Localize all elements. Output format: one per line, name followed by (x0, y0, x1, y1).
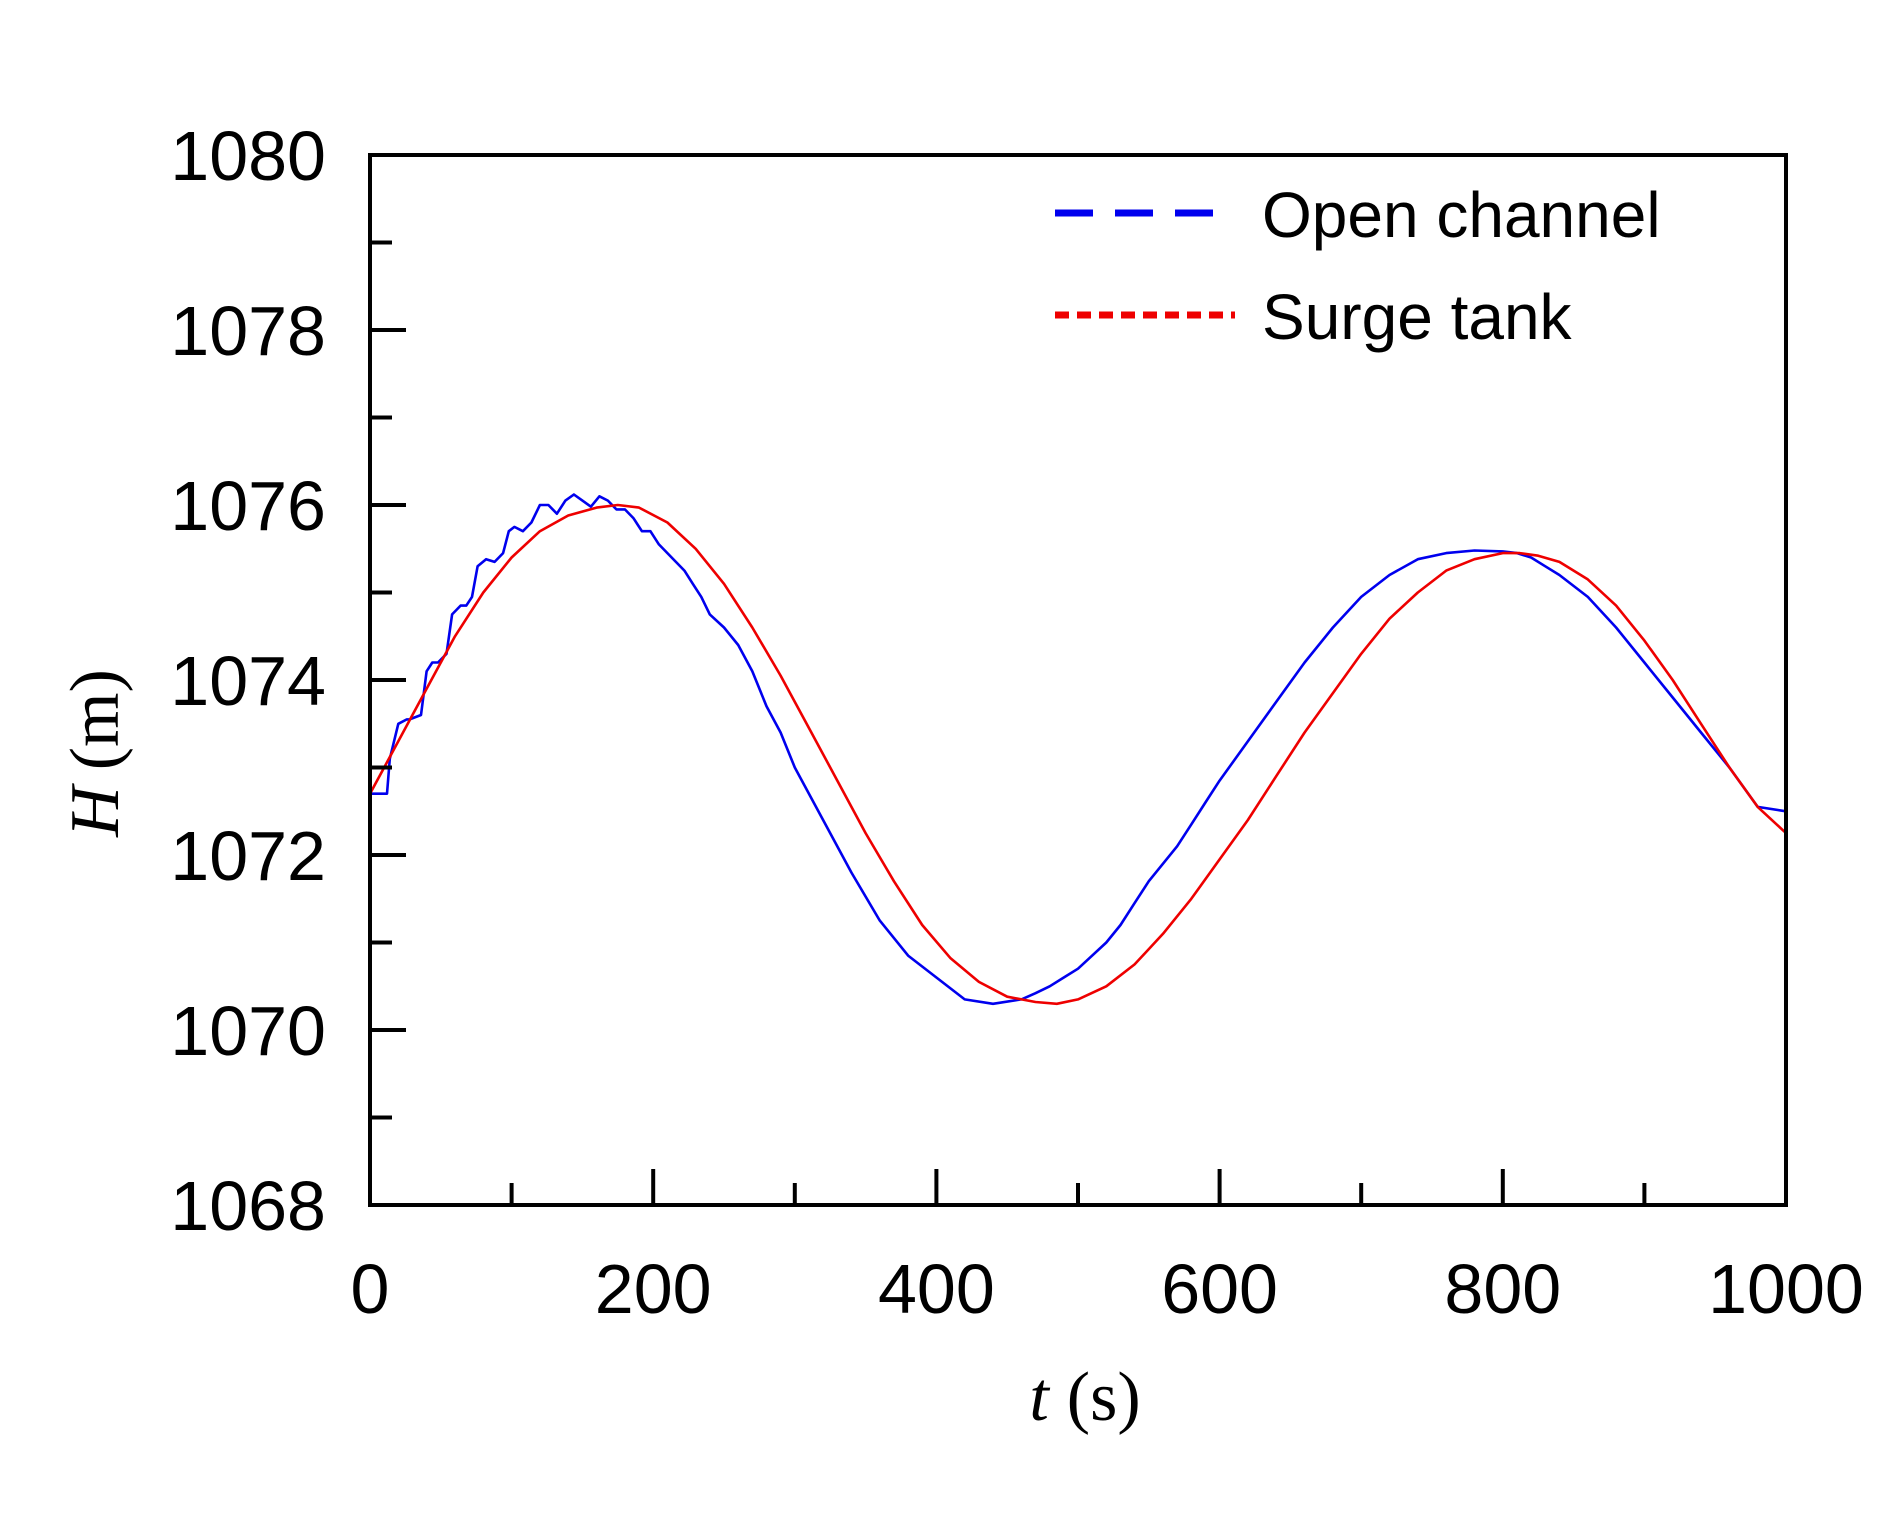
series-line-surge-tank (368, 503, 1788, 1006)
y-tick-label: 1068 (170, 1167, 326, 1245)
x-tick-label: 1000 (1708, 1250, 1864, 1328)
y-tick-label: 1074 (170, 642, 326, 720)
y-tick-label: 1070 (170, 992, 326, 1070)
plot-area (368, 493, 1788, 1006)
y-tick-label: 1072 (170, 817, 326, 895)
x-axis-unit: (s) (1067, 1359, 1141, 1436)
x-tick-label: 400 (878, 1250, 995, 1328)
axis-tick-labels: 0 200 400 600 800 1000 1068 1070 1072 1074 1076 107… (170, 117, 1864, 1328)
legend-label-surge-tank: Surge tank (1262, 281, 1573, 353)
x-axis-title: t (s) (1029, 1359, 1140, 1436)
y-axis-title: H (m) (57, 669, 134, 838)
y-axis-symbol: H (57, 783, 134, 838)
x-tick-label: 0 (351, 1250, 390, 1328)
y-axis-unit: (m) (57, 669, 134, 770)
y-tick-label: 1076 (170, 467, 326, 545)
x-tick-label: 800 (1444, 1250, 1561, 1328)
x-tick-label: 600 (1161, 1250, 1278, 1328)
series-line-open-channel (368, 493, 1788, 1006)
legend-label-open-channel: Open channel (1262, 179, 1661, 251)
y-tick-label: 1078 (170, 292, 326, 370)
legend: Open channel Surge tank (1055, 179, 1661, 353)
y-tick-label: 1080 (170, 117, 326, 195)
x-tick-label: 200 (595, 1250, 712, 1328)
x-axis-symbol: t (1029, 1359, 1050, 1436)
plot-frame (368, 153, 1788, 1207)
